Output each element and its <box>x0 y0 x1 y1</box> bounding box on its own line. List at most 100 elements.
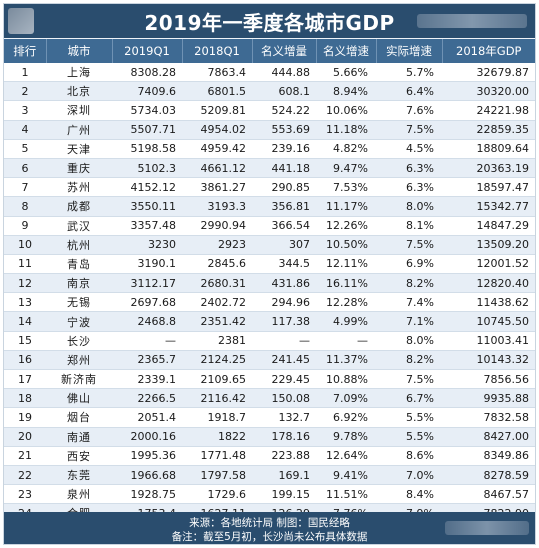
nominal-increase-cell: 150.08 <box>252 388 316 409</box>
table-row: 4 广州 5507.71 4954.02 553.69 11.18% 7.5% 22859.3… <box>4 120 535 140</box>
nominal-increase-cell: 223.88 <box>252 446 316 466</box>
q1-2018-cell: 2402.72 <box>182 292 252 313</box>
nominal-increase-cell: 366.54 <box>252 216 316 236</box>
real-growth-cell: 7.6% <box>376 100 442 121</box>
gdp-2018-cell: 18597.47 <box>442 177 535 198</box>
real-growth-cell: 7.1% <box>376 311 442 332</box>
gdp-2018-cell: 10143.32 <box>442 350 535 371</box>
q1-2019-cell: 3357.48 <box>112 216 182 236</box>
nominal-increase-cell: 344.5 <box>252 254 316 275</box>
rank-cell: 4 <box>4 120 46 140</box>
real-growth-cell: 8.4% <box>376 484 442 505</box>
table-row: 3 深圳 5734.03 5209.81 524.22 10.06% 7.6% 24221.9… <box>4 100 535 121</box>
rank-cell: 6 <box>4 158 46 179</box>
table-row: 12 南京 3112.17 2680.31 431.86 16.11% 8.2% 12820.… <box>4 273 535 294</box>
city-cell: 泉州 <box>46 484 112 505</box>
real-growth-cell: 6.4% <box>376 81 442 102</box>
q1-2019-cell: 3112.17 <box>112 273 182 294</box>
city-cell: 广州 <box>46 120 112 140</box>
table-row: 17 新济南 2339.1 2109.65 229.45 10.88% 7.5% 7856.5… <box>4 369 535 390</box>
gdp-2018-cell: 30320.00 <box>442 81 535 102</box>
real-growth-cell: 6.3% <box>376 177 442 198</box>
table-row: 19 烟台 2051.4 1918.7 132.7 6.92% 5.5% 7832.58 <box>4 407 535 428</box>
nominal-growth-cell: 10.50% <box>316 235 376 255</box>
table-row: 11 青岛 3190.1 2845.6 344.5 12.11% 6.9% 12001.52 <box>4 254 535 275</box>
nominal-increase-cell: 307 <box>252 235 316 255</box>
q1-2018-cell: 7863.4 <box>182 63 252 83</box>
rank-cell: 11 <box>4 254 46 275</box>
column-header: 名义增量 <box>252 39 317 63</box>
column-header: 2019Q1 <box>112 39 183 63</box>
blurred-wechat-watermark <box>445 521 529 535</box>
nominal-growth-cell: 12.26% <box>316 216 376 236</box>
q1-2018-cell: 6801.5 <box>182 81 252 102</box>
nominal-increase-cell: 608.1 <box>252 81 316 102</box>
q1-2019-cell: 2365.7 <box>112 350 182 371</box>
real-growth-cell: 7.0% <box>376 465 442 486</box>
city-cell: 武汉 <box>46 216 112 236</box>
q1-2018-cell: 2923 <box>182 235 252 255</box>
rank-cell: 21 <box>4 446 46 466</box>
nominal-growth-cell: 8.94% <box>316 81 376 102</box>
q1-2018-cell: 2990.94 <box>182 216 252 236</box>
nominal-increase-cell: 178.16 <box>252 427 316 447</box>
gdp-2018-cell: 7856.56 <box>442 369 535 390</box>
nominal-growth-cell: 16.11% <box>316 273 376 294</box>
table-row: 20 南通 2000.16 1822 178.16 9.78% 5.5% 8427.00 <box>4 427 535 447</box>
q1-2018-cell: 1771.48 <box>182 446 252 466</box>
rank-cell: 3 <box>4 100 46 121</box>
gdp-2018-cell: 11438.62 <box>442 292 535 313</box>
city-cell: 重庆 <box>46 158 112 179</box>
nominal-growth-cell: 11.37% <box>316 350 376 371</box>
table-body: 1 上海 8308.28 7863.4 444.88 5.66% 5.7% 32679.87 2… <box>4 63 535 543</box>
rank-cell: 7 <box>4 177 46 198</box>
real-growth-cell: 7.5% <box>376 369 442 390</box>
gdp-2018-cell: 8278.59 <box>442 465 535 486</box>
rank-cell: 12 <box>4 273 46 294</box>
q1-2018-cell: 1822 <box>182 427 252 447</box>
gdp-2018-cell: 11003.41 <box>442 331 535 351</box>
real-growth-cell: 6.9% <box>376 254 442 275</box>
table-row: 18 佛山 2266.5 2116.42 150.08 7.09% 6.7% 9935.88 <box>4 388 535 409</box>
q1-2018-cell: 4661.12 <box>182 158 252 179</box>
nominal-increase-cell: 132.7 <box>252 407 316 428</box>
real-growth-cell: 8.2% <box>376 273 442 294</box>
q1-2018-cell: 4959.42 <box>182 139 252 159</box>
nominal-increase-cell: 169.1 <box>252 465 316 486</box>
q1-2019-cell: — <box>112 331 182 351</box>
q1-2018-cell: 2109.65 <box>182 369 252 390</box>
rank-cell: 20 <box>4 427 46 447</box>
column-header: 2018Q1 <box>182 39 253 63</box>
city-cell: 长沙 <box>46 331 112 351</box>
nominal-increase-cell: 524.22 <box>252 100 316 121</box>
q1-2018-cell: 1797.58 <box>182 465 252 486</box>
table-row: 2 北京 7409.6 6801.5 608.1 8.94% 6.4% 30320.00 <box>4 81 535 102</box>
city-cell: 上海 <box>46 63 112 83</box>
nominal-increase-cell: 199.15 <box>252 484 316 505</box>
rank-cell: 16 <box>4 350 46 371</box>
q1-2019-cell: 5507.71 <box>112 120 182 140</box>
table-row: 9 武汉 3357.48 2990.94 366.54 12.26% 8.1% 14847.2… <box>4 216 535 236</box>
nominal-increase-cell: 229.45 <box>252 369 316 390</box>
rank-cell: 22 <box>4 465 46 486</box>
nominal-increase-cell: 290.85 <box>252 177 316 198</box>
nominal-growth-cell: 10.88% <box>316 369 376 390</box>
gdp-2018-cell: 7832.58 <box>442 407 535 428</box>
q1-2019-cell: 2339.1 <box>112 369 182 390</box>
table-row: 15 长沙 —2381— —8.0% 11003.41 <box>4 331 535 351</box>
rank-cell: 14 <box>4 311 46 332</box>
nominal-increase-cell: 356.81 <box>252 196 316 217</box>
q1-2018-cell: 2680.31 <box>182 273 252 294</box>
gdp-2018-cell: 32679.87 <box>442 63 535 83</box>
nominal-increase-cell: 117.38 <box>252 311 316 332</box>
q1-2018-cell: 5209.81 <box>182 100 252 121</box>
city-cell: 新济南 <box>46 369 112 390</box>
q1-2018-cell: 3193.3 <box>182 196 252 217</box>
q1-2018-cell: 1729.6 <box>182 484 252 505</box>
real-growth-cell: 6.7% <box>376 388 442 409</box>
nominal-growth-cell: 6.92% <box>316 407 376 428</box>
rank-cell: 1 <box>4 63 46 83</box>
gdp-2018-cell: 24221.98 <box>442 100 535 121</box>
city-cell: 苏州 <box>46 177 112 198</box>
title-bar: 2019年一季度各城市GDP <box>4 4 535 38</box>
